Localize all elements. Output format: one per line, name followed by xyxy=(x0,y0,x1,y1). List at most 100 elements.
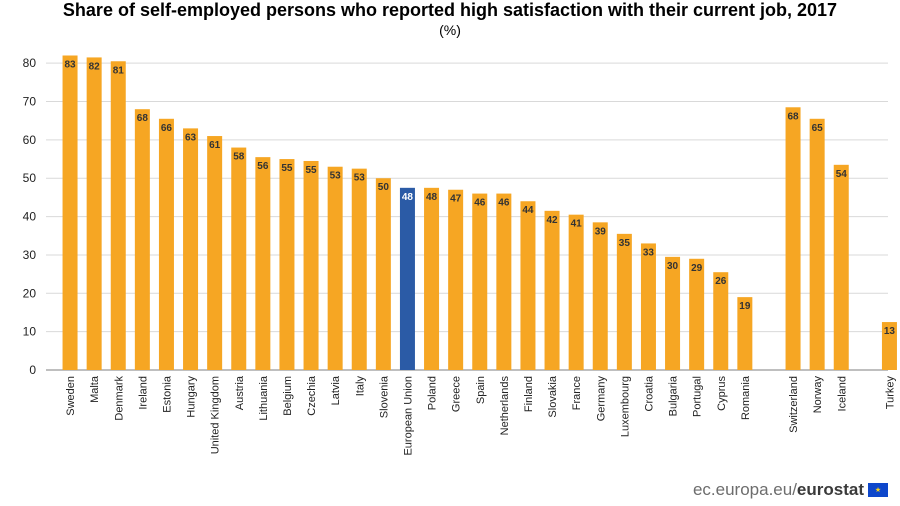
x-tick-label: Romania xyxy=(740,375,752,420)
data-label: 61 xyxy=(209,140,221,151)
data-label: 35 xyxy=(619,238,631,249)
x-tick-label: Sweden xyxy=(65,376,77,416)
x-tick-label: Cyprus xyxy=(716,376,728,411)
x-tick-label: Croatia xyxy=(643,375,655,411)
x-tick-label: Denmark xyxy=(113,376,125,421)
data-label: 47 xyxy=(450,194,462,205)
bar[interactable] xyxy=(665,256,681,370)
y-tick-label: 30 xyxy=(23,248,37,262)
bar[interactable] xyxy=(134,109,150,370)
bar[interactable] xyxy=(327,166,343,370)
data-label: 54 xyxy=(836,169,848,180)
bar[interactable] xyxy=(183,128,199,370)
data-label: 39 xyxy=(595,226,607,237)
bar[interactable] xyxy=(833,164,849,370)
data-label: 44 xyxy=(522,205,534,216)
x-tick-label: Spain xyxy=(475,376,487,404)
x-tick-label: Hungary xyxy=(186,376,198,418)
bar[interactable] xyxy=(351,168,367,370)
y-tick-label: 50 xyxy=(23,171,37,185)
x-tick-label: European Union xyxy=(402,376,414,456)
eurostat-brand: eurostat xyxy=(796,480,864,499)
source-url[interactable]: ec.europa.eu/eurostat xyxy=(692,480,864,499)
x-tick-label: Belgium xyxy=(282,376,294,416)
chart-subtitle: (%) xyxy=(439,22,461,38)
x-tick-label: United Kingdom xyxy=(210,376,222,454)
bar[interactable] xyxy=(520,201,536,370)
x-tick-label: Poland xyxy=(427,376,439,410)
bar[interactable] xyxy=(110,61,126,371)
bar[interactable] xyxy=(86,57,102,371)
x-tick-label: Ireland xyxy=(137,376,149,410)
y-tick-label: 40 xyxy=(23,210,37,224)
data-label: 29 xyxy=(691,263,703,274)
bar[interactable] xyxy=(62,55,78,370)
data-label: 46 xyxy=(474,198,486,209)
data-label: 63 xyxy=(185,132,197,143)
eu-flag-icon: ★ xyxy=(868,483,888,497)
y-tick-label: 20 xyxy=(23,286,37,300)
x-tick-label: Germany xyxy=(595,376,607,422)
data-label: 53 xyxy=(330,171,342,182)
data-label: 50 xyxy=(378,182,390,193)
x-tick-label: Estonia xyxy=(161,375,173,413)
bar[interactable] xyxy=(785,107,801,371)
x-tick-label: Lithuania xyxy=(258,375,270,421)
x-tick-label: Norway xyxy=(812,376,824,414)
bar[interactable] xyxy=(472,193,488,370)
x-tick-label: Switzerland xyxy=(788,376,800,433)
chart-title: Share of self-employed persons who repor… xyxy=(62,0,838,20)
data-label: 26 xyxy=(715,276,727,287)
bar[interactable] xyxy=(424,187,440,370)
x-tick-label: Portugal xyxy=(692,376,704,417)
bar[interactable] xyxy=(496,193,512,370)
data-label: 82 xyxy=(89,61,101,72)
x-tick-label: Italy xyxy=(354,376,366,397)
bar[interactable] xyxy=(303,160,319,370)
bar[interactable] xyxy=(689,258,705,370)
bar[interactable] xyxy=(255,157,271,370)
bar[interactable] xyxy=(231,147,247,370)
bar[interactable] xyxy=(448,189,464,370)
x-tick-label: Czechia xyxy=(306,375,318,416)
bar[interactable] xyxy=(279,159,295,370)
x-tick-label: Malta xyxy=(89,375,101,403)
data-label: 46 xyxy=(498,198,510,209)
data-label: 66 xyxy=(161,123,173,134)
x-tick-label: Luxembourg xyxy=(619,376,631,437)
data-label: 13 xyxy=(884,326,896,337)
data-label: 53 xyxy=(354,173,366,184)
bar[interactable] xyxy=(809,118,825,370)
bar[interactable] xyxy=(713,272,729,370)
x-tick-label: Latvia xyxy=(330,375,342,405)
x-tick-label: Bulgaria xyxy=(668,375,680,416)
bar[interactable] xyxy=(881,322,897,370)
x-tick-label: Austria xyxy=(234,375,246,410)
bar[interactable] xyxy=(399,187,415,370)
bar[interactable] xyxy=(207,136,223,370)
data-label: 68 xyxy=(787,111,799,122)
data-label: 68 xyxy=(137,113,149,124)
source-credit: ec.europa.eu/eurostat ★ xyxy=(693,480,888,500)
data-label: 33 xyxy=(643,247,655,258)
x-tick-label: Netherlands xyxy=(499,376,511,436)
y-tick-label: 70 xyxy=(23,95,37,109)
bar[interactable] xyxy=(375,178,391,370)
y-tick-label: 0 xyxy=(29,363,36,377)
x-tick-label: Slovenia xyxy=(378,375,390,418)
x-tick-label: Slovakia xyxy=(547,375,559,417)
bar[interactable] xyxy=(568,214,584,370)
bar[interactable] xyxy=(737,297,753,370)
bar[interactable] xyxy=(640,243,656,370)
x-tick-label: Finland xyxy=(523,376,535,412)
bar[interactable] xyxy=(592,222,608,370)
data-label: 30 xyxy=(667,261,679,272)
data-label: 19 xyxy=(739,301,751,312)
bar[interactable] xyxy=(616,233,632,370)
data-label: 83 xyxy=(64,60,76,71)
bar[interactable] xyxy=(158,118,174,370)
bar[interactable] xyxy=(544,210,560,370)
x-tick-label: Iceland xyxy=(836,376,848,411)
data-label: 58 xyxy=(233,152,245,163)
